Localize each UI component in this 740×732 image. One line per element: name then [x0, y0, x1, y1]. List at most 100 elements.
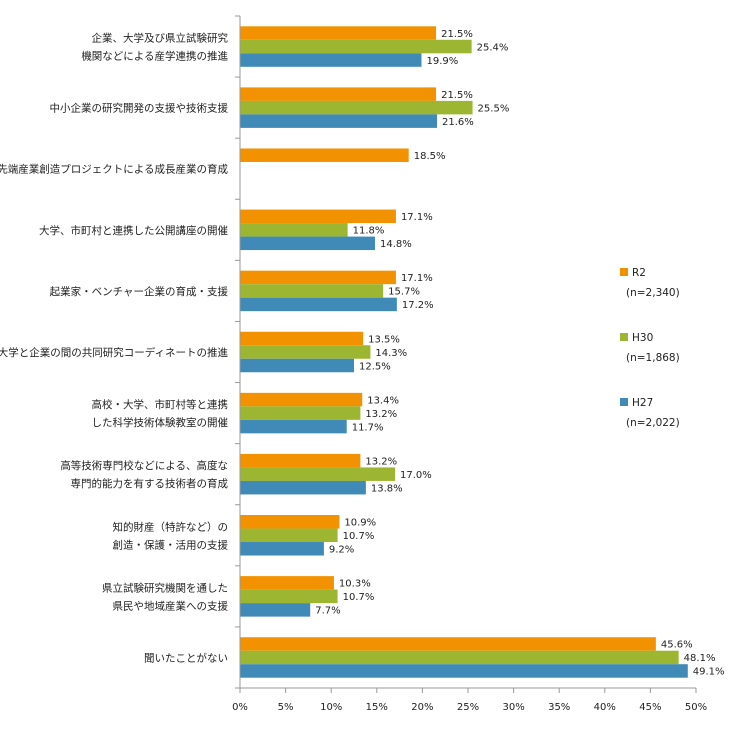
legend-note: (n=1,868) [626, 352, 680, 364]
category-label: 機関などによる産学連携の推進 [81, 50, 228, 63]
bar-h27-8 [240, 542, 324, 556]
data-label: 13.4% [367, 395, 399, 406]
bars-layer: 21.5% 25.4% 19.9% 21.5% 25.5% 21.6% 18.5% 17.1%… [240, 26, 725, 678]
category-label: 県民や地域産業への支援 [113, 599, 229, 612]
x-tick-label: 30% [502, 702, 524, 713]
x-tick-label: 50% [685, 702, 707, 713]
legend-label: H30 [632, 332, 653, 344]
bar-h30-10 [240, 650, 679, 665]
bar-r2-3 [240, 209, 396, 224]
data-label: 17.0% [400, 470, 432, 481]
category-label: 起業家・ベンチャー企業の育成・支援 [50, 285, 229, 298]
category-label: 高等技術専門校などによる、高度な [60, 459, 228, 472]
legend-swatch-h27 [620, 398, 628, 406]
data-label: 10.9% [344, 518, 376, 529]
data-label: 12.5% [359, 361, 391, 372]
data-label: 13.2% [365, 409, 397, 420]
bar-r2-0 [240, 26, 437, 40]
category-label: 大学、市町村と連携した公開講座の開催 [39, 224, 228, 237]
bar-r2-10 [240, 637, 656, 651]
x-tick-label: 45% [639, 702, 661, 713]
bar-h27-10 [240, 664, 688, 678]
bar-r2-8 [240, 515, 340, 529]
x-tick-label: 15% [366, 702, 388, 713]
legend-swatch-r2 [620, 268, 628, 276]
category-label: した科学技術体験教室の開催 [92, 416, 229, 429]
category-label: 知的財産（特許など）の [113, 520, 229, 533]
x-tick-label: 5% [278, 702, 294, 713]
x-tick-label: 0% [232, 702, 248, 713]
category-label: 専門的能力を有する技術者の育成 [71, 477, 229, 490]
bar-h30-6 [240, 406, 361, 420]
data-label: 25.4% [477, 42, 509, 53]
bar-h30-1 [240, 100, 473, 115]
data-label: 17.1% [401, 273, 433, 284]
bar-r2-1 [240, 87, 437, 101]
data-label: 21.6% [442, 117, 474, 128]
bar-h27-1 [240, 114, 437, 128]
bar-h27-9 [240, 603, 311, 617]
data-label: 21.5% [441, 90, 473, 101]
data-label: 13.8% [371, 483, 403, 494]
data-label: 19.9% [426, 56, 458, 67]
category-label: 大学と企業の間の共同研究コーディネートの推進 [0, 346, 228, 359]
data-label: 45.6% [661, 640, 693, 651]
bar-h30-0 [240, 39, 472, 54]
bar-h30-4 [240, 284, 384, 298]
bar-h27-5 [240, 358, 354, 373]
category-label: 聞いたことがない [144, 651, 228, 664]
bar-h30-3 [240, 223, 348, 237]
bar-h30-7 [240, 467, 396, 481]
legend-note: (n=2,022) [626, 417, 680, 429]
x-tick-label: 20% [411, 702, 433, 713]
data-label: 9.2% [329, 545, 354, 556]
axes-layer: 企業、大学及び県立試験研究機関などによる産学連携の推進中小企業の研究開発の支援や… [0, 15, 707, 713]
bar-r2-9 [240, 576, 334, 590]
legend-label: R2 [632, 267, 646, 279]
bar-h27-4 [240, 297, 397, 312]
bar-h27-3 [240, 236, 375, 251]
data-label: 10.7% [343, 531, 375, 542]
data-label: 49.1% [693, 667, 725, 678]
data-label: 15.7% [388, 287, 420, 298]
data-label: 11.7% [352, 422, 384, 433]
category-label: 創造・保護・活用の支援 [113, 538, 229, 551]
legend-swatch-h30 [620, 333, 628, 341]
bar-r2-6 [240, 392, 363, 407]
bar-h27-6 [240, 419, 347, 434]
legend: R2 (n=2,340) H30 (n=1,868) H27 (n=2,022) [620, 267, 680, 429]
category-label: 高校・大学、市町村等と連携 [92, 398, 229, 411]
data-label: 17.2% [402, 300, 434, 311]
bar-h30-5 [240, 345, 371, 359]
x-tick-label: 10% [320, 702, 342, 713]
bar-r2-4 [240, 270, 396, 285]
bar-h30-9 [240, 589, 338, 604]
bar-h27-7 [240, 480, 366, 495]
x-tick-label: 25% [457, 702, 479, 713]
category-label: 中小企業の研究開発の支援や技術支援 [50, 102, 229, 115]
data-label: 14.3% [375, 348, 407, 359]
category-label: 企業、大学及び県立試験研究 [92, 32, 229, 45]
bar-r2-7 [240, 453, 361, 468]
category-label: 先端産業創造プロジェクトによる成長産業の育成 [0, 163, 228, 176]
data-label: 14.8% [380, 239, 412, 250]
data-label: 48.1% [684, 653, 716, 664]
data-label: 10.3% [339, 579, 371, 590]
bar-h27-0 [240, 53, 422, 67]
x-tick-label: 35% [548, 702, 570, 713]
data-label: 11.8% [353, 226, 385, 237]
data-label: 13.2% [365, 456, 397, 467]
data-label: 21.5% [441, 29, 473, 40]
data-label: 17.1% [401, 212, 433, 223]
data-label: 7.7% [315, 606, 340, 617]
bar-r2-2 [240, 148, 409, 162]
bar-r2-5 [240, 331, 364, 346]
data-label: 10.7% [343, 592, 375, 603]
legend-label: H27 [632, 397, 653, 409]
data-label: 18.5% [414, 151, 446, 162]
data-label: 25.5% [478, 103, 510, 114]
legend-note: (n=2,340) [626, 287, 680, 299]
data-label: 13.5% [368, 334, 400, 345]
category-label: 県立試験研究機関を通した [102, 581, 228, 594]
